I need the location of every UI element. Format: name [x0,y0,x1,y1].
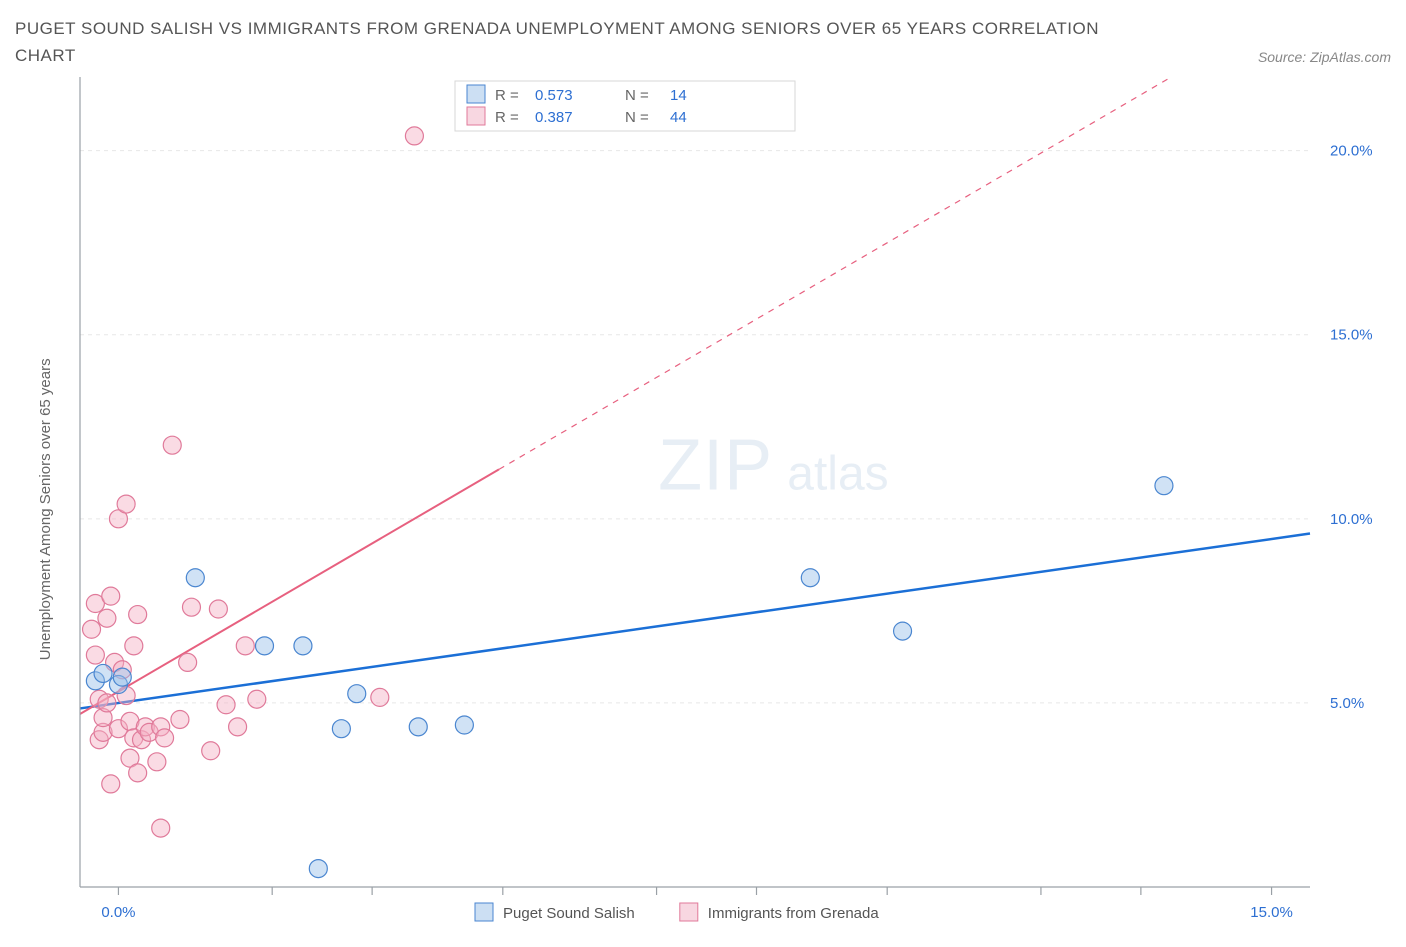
data-point [294,637,312,655]
data-point [102,588,120,606]
data-point [171,711,189,729]
data-point [179,654,197,672]
data-point [409,718,427,736]
data-point [129,606,147,624]
regression-line [80,470,499,715]
watermark: ZIP [658,426,773,506]
data-point [348,685,366,703]
data-point [117,495,135,513]
data-point [186,569,204,587]
data-point [229,718,247,736]
data-point [256,637,274,655]
regression-line-dashed [499,77,1171,469]
data-point [405,127,423,145]
data-point [801,569,819,587]
y-tick-label: 20.0% [1330,143,1373,160]
legend-r-label: R = [495,109,519,126]
data-point [102,775,120,793]
data-point [894,622,912,640]
legend-swatch [680,903,698,921]
data-point [83,621,101,639]
y-tick-label: 10.0% [1330,511,1373,528]
legend-swatch [467,107,485,125]
data-point [152,819,170,837]
legend-r-label: R = [495,87,519,104]
legend-swatch [467,85,485,103]
watermark: atlas [787,448,888,501]
y-axis-label: Unemployment Among Seniors over 65 years [37,359,54,661]
x-tick-label: 15.0% [1250,904,1293,921]
data-point [236,637,254,655]
data-point [217,696,235,714]
data-point [209,600,227,618]
data-point [98,694,116,712]
legend-series-label: Puget Sound Salish [503,905,635,922]
y-tick-label: 5.0% [1330,695,1364,712]
scatter-chart: ZIPatlas0.0%15.0%5.0%10.0%15.0%20.0%Unem… [15,77,1391,917]
data-point [98,610,116,628]
data-point [309,860,327,878]
data-point [202,742,220,760]
data-point [129,764,147,782]
data-point [86,646,104,664]
legend-n-value: 14 [670,87,687,104]
legend-r-value: 0.573 [535,87,573,104]
data-point [148,753,166,771]
data-point [1155,477,1173,495]
source-label: Source: ZipAtlas.com [1258,49,1391,69]
data-point [94,665,112,683]
data-point [125,637,143,655]
y-tick-label: 15.0% [1330,327,1373,344]
legend-swatch [475,903,493,921]
data-point [248,691,266,709]
data-point [371,689,389,707]
data-point [113,669,131,687]
x-tick-label: 0.0% [101,904,135,921]
legend-n-value: 44 [670,109,687,126]
regression-line [80,534,1310,709]
legend-r-value: 0.387 [535,109,573,126]
data-point [455,716,473,734]
data-point [163,437,181,455]
legend-series-label: Immigrants from Grenada [708,905,880,922]
legend-n-label: N = [625,109,649,126]
data-point [156,729,174,747]
data-point [182,599,200,617]
legend-n-label: N = [625,87,649,104]
chart-title: PUGET SOUND SALISH VS IMMIGRANTS FROM GR… [15,15,1115,69]
data-point [332,720,350,738]
